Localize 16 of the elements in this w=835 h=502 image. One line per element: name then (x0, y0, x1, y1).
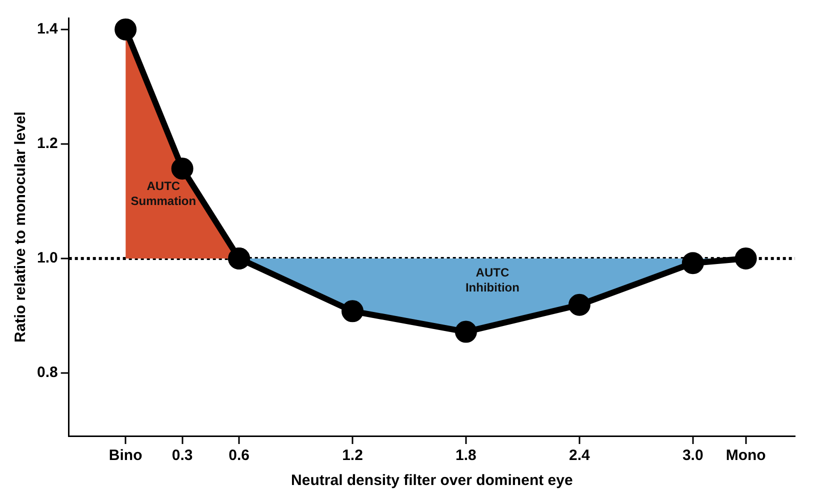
annotation: AUTC Summation (130, 179, 196, 208)
x-axis-title: Neutral density filter over dominent eye (291, 472, 573, 490)
x-tick-label: 0.6 (228, 447, 250, 464)
y-tick-label: 0.8 (36, 364, 58, 382)
x-tick-label: 3.0 (682, 447, 704, 464)
x-tick-label: Mono (726, 447, 766, 464)
x-tick-label: 0.3 (172, 447, 193, 464)
y-tick-label: 1.4 (36, 20, 58, 38)
x-tick-label: 2.4 (568, 447, 591, 464)
y-axis-title: Ratio relative to monocular level (12, 112, 30, 342)
y-tick-label: 1.2 (36, 135, 58, 152)
x-tick-label: 1.8 (456, 447, 476, 464)
annotation: AUTC Inhibition (465, 265, 520, 294)
y-tick-label: 1.0 (36, 250, 58, 267)
x-tick-label: Bino (108, 447, 142, 464)
x-tick-label: 1.2 (342, 447, 363, 464)
